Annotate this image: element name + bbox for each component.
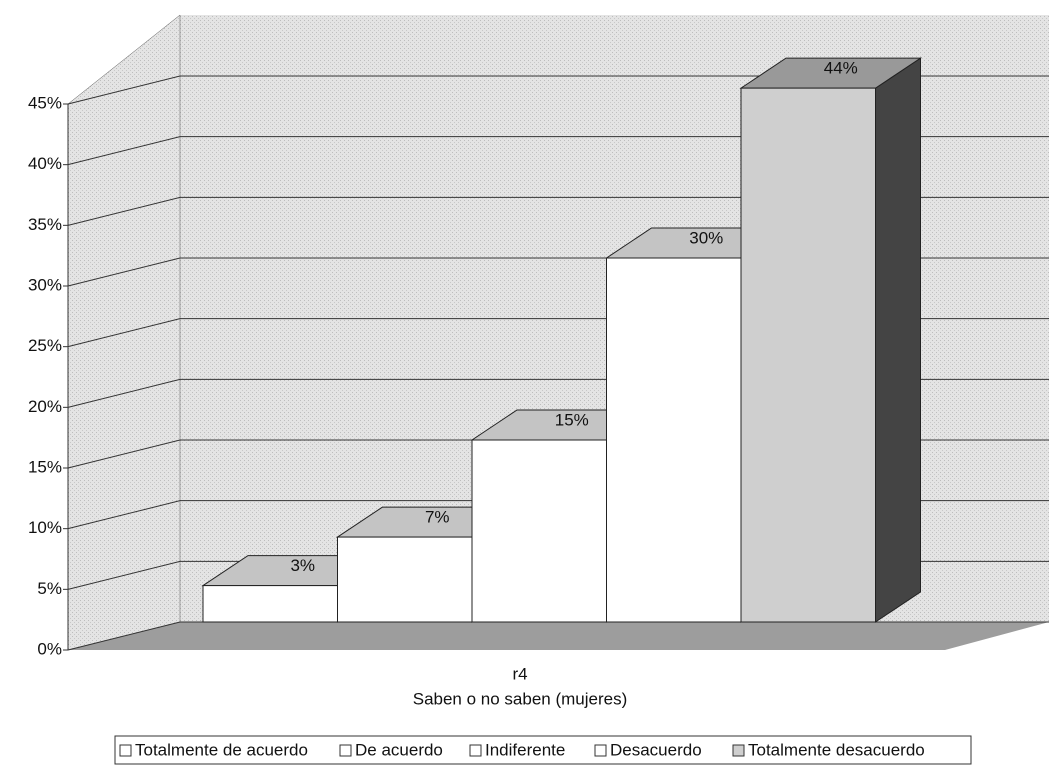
y-tick-label: 40% [28, 154, 62, 173]
x-axis-title: Saben o no saben (mujeres) [413, 689, 628, 708]
legend [114, 735, 972, 765]
bar [471, 439, 607, 623]
data-label: 15% [555, 410, 589, 429]
data-label: 30% [689, 228, 723, 247]
legend-label: Totalmente desacuerdo [748, 740, 925, 759]
y-tick-label: 30% [28, 275, 62, 294]
y-tick-label: 10% [28, 518, 62, 537]
data-label: 7% [425, 508, 450, 527]
data-label: 3% [290, 556, 315, 575]
bar [337, 536, 473, 623]
y-tick-label: 0% [37, 639, 62, 658]
legend-swatch [469, 744, 482, 757]
legend-label: De acuerdo [355, 740, 443, 759]
bar-side [875, 57, 921, 623]
legend-swatch [732, 744, 745, 757]
y-tick-label: 35% [28, 215, 62, 234]
legend-swatch [119, 744, 132, 757]
legend-swatch [339, 744, 352, 757]
y-tick-label: 25% [28, 336, 62, 355]
bar [740, 87, 876, 623]
bar [606, 257, 742, 623]
y-tick-label: 45% [28, 93, 62, 112]
legend-label: Indiferente [485, 740, 565, 759]
bar [202, 585, 338, 623]
legend-label: Desacuerdo [610, 740, 702, 759]
x-tick-label: r4 [512, 664, 527, 683]
y-tick-label: 15% [28, 457, 62, 476]
y-tick-label: 5% [37, 579, 62, 598]
data-label: 44% [824, 59, 858, 78]
legend-label: Totalmente de acuerdo [135, 740, 308, 759]
legend-swatch [594, 744, 607, 757]
y-tick-label: 20% [28, 397, 62, 416]
floor [68, 622, 1049, 650]
